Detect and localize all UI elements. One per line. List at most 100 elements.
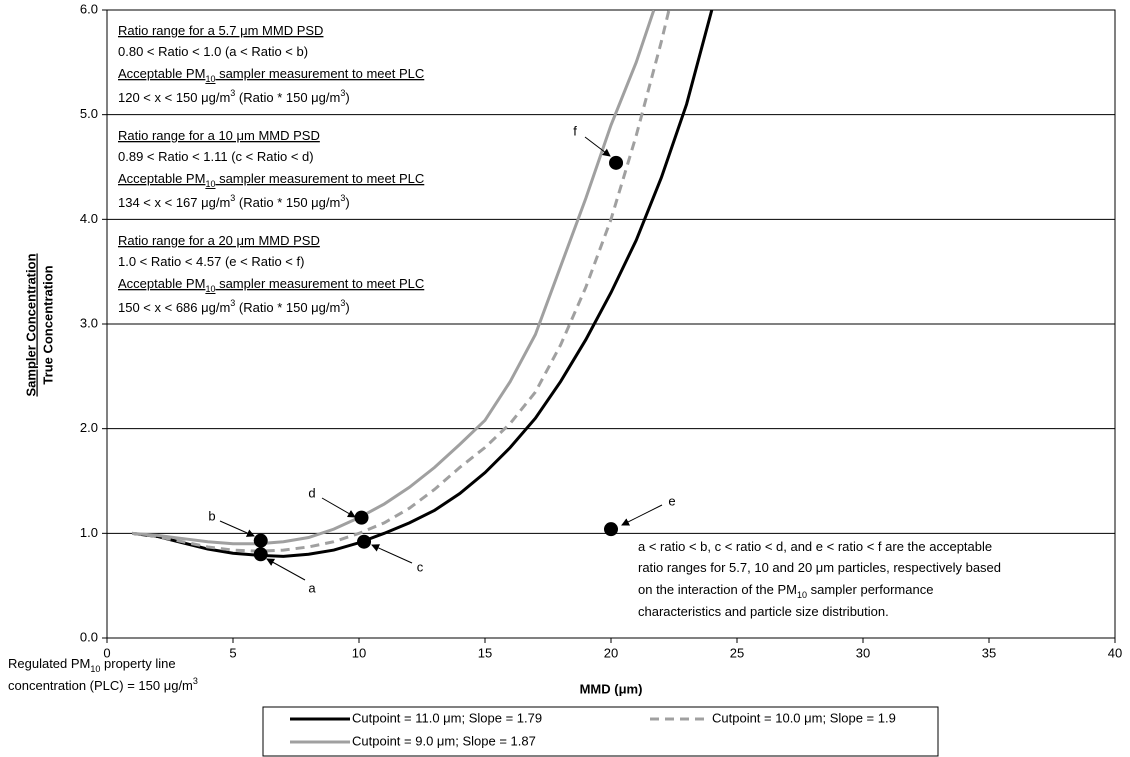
annotation-text: 120 < x < 150 μg/m bbox=[118, 90, 230, 105]
annotation-text: 3 bbox=[230, 193, 235, 203]
y-tick-label: 5.0 bbox=[80, 106, 98, 121]
annotation-text: 10 bbox=[205, 179, 215, 189]
annotation-text: concentration (PLC) = 150 μg/m bbox=[8, 678, 193, 693]
x-tick-label: 0 bbox=[103, 645, 110, 660]
annotation-text: Ratio range for a 20 μm MMD PSD bbox=[118, 233, 320, 248]
y-tick-label: 1.0 bbox=[80, 525, 98, 540]
annotation-text: 3 bbox=[230, 88, 235, 98]
annotation-text: property line bbox=[100, 656, 175, 671]
point-arrow bbox=[219, 520, 255, 537]
annotation-text: Ratio range for a 5.7 μm MMD PSD bbox=[118, 23, 323, 38]
annotation-text: Ratio range for a 10 μm MMD PSD bbox=[118, 128, 320, 143]
x-axis-label: MMD (μm) bbox=[580, 681, 643, 696]
annotation-text: ) bbox=[345, 300, 349, 315]
annotation-line: ratio ranges for 5.7, 10 and 20 μm parti… bbox=[638, 560, 1001, 575]
annotation-line: Ratio range for a 20 μm MMD PSD bbox=[118, 233, 320, 248]
y-tick-label: 0.0 bbox=[80, 629, 98, 644]
annotation-line: Acceptable PM10 sampler measurement to m… bbox=[118, 66, 424, 84]
plot-area bbox=[106, 9, 1116, 639]
annotation-text: 3 bbox=[230, 298, 235, 308]
point-label: f bbox=[573, 123, 577, 138]
annotation-text: 150 < x < 686 μg/m bbox=[118, 300, 230, 315]
x-tick-label: 10 bbox=[352, 645, 366, 660]
annotation-text: sampler performance bbox=[807, 582, 933, 597]
data-point bbox=[253, 547, 268, 562]
legend-label: Cutpoint = 11.0 μm; Slope = 1.79 bbox=[352, 710, 542, 725]
y-axis-label-line: Sampler Concentration bbox=[23, 253, 38, 396]
x-tick-label: 40 bbox=[1108, 645, 1122, 660]
annotation-text: (Ratio * 150 μg/m bbox=[235, 300, 340, 315]
point-arrow bbox=[321, 497, 356, 518]
annotation-text: sampler measurement to meet PLC bbox=[215, 66, 424, 81]
x-tick-label: 35 bbox=[982, 645, 996, 660]
point-arrow bbox=[266, 558, 306, 581]
point-label: d bbox=[308, 485, 315, 500]
annotation-line: concentration (PLC) = 150 μg/m3 bbox=[8, 676, 198, 693]
annotation-text: 3 bbox=[340, 298, 345, 308]
point-arrow bbox=[371, 544, 413, 564]
annotation-text: Acceptable PM bbox=[118, 276, 205, 291]
y-axis-label: Sampler Concentration True Concentration bbox=[23, 253, 55, 396]
annotation-line: 0.80 < Ratio < 1.0 (a < Ratio < b) bbox=[118, 44, 308, 59]
legend-label: Cutpoint = 9.0 μm; Slope = 1.87 bbox=[352, 733, 536, 748]
annotation-text: 1.0 < Ratio < 4.57 (e < Ratio < f) bbox=[118, 254, 304, 269]
y-axis-label-line: True Concentration bbox=[40, 265, 55, 384]
annotation-line: Ratio range for a 5.7 μm MMD PSD bbox=[118, 23, 323, 38]
annotation-line: 150 < x < 686 μg/m3 (Ratio * 150 μg/m3) bbox=[118, 298, 350, 315]
y-tick-label: 3.0 bbox=[80, 315, 98, 330]
point-arrow bbox=[584, 136, 611, 157]
y-tick-label: 6.0 bbox=[80, 1, 98, 16]
point-label: b bbox=[208, 508, 215, 523]
point-label: e bbox=[668, 493, 675, 508]
x-tick-label: 20 bbox=[604, 645, 618, 660]
annotation-line: Regulated PM10 property line bbox=[8, 656, 176, 674]
y-tick-label: 2.0 bbox=[80, 420, 98, 435]
annotation-line: Acceptable PM10 sampler measurement to m… bbox=[118, 276, 424, 294]
annotation-text: characteristics and particle size distri… bbox=[638, 604, 889, 619]
annotation-text: 0.89 < Ratio < 1.11 (c < Ratio < d) bbox=[118, 149, 314, 164]
data-point bbox=[604, 522, 618, 537]
annotation-text: ratio ranges for 5.7, 10 and 20 μm parti… bbox=[638, 560, 1001, 575]
annotation-line: 120 < x < 150 μg/m3 (Ratio * 150 μg/m3) bbox=[118, 88, 350, 105]
annotation-text: sampler measurement to meet PLC bbox=[215, 276, 424, 291]
annotation-text: sampler measurement to meet PLC bbox=[215, 171, 424, 186]
series-line bbox=[132, 10, 671, 553]
annotation-text: 0.80 < Ratio < 1.0 (a < Ratio < b) bbox=[118, 44, 308, 59]
annotation-text: 134 < x < 167 μg/m bbox=[118, 195, 230, 210]
annotation-text: ) bbox=[345, 195, 349, 210]
annotation-line: characteristics and particle size distri… bbox=[638, 604, 889, 619]
x-tick-label: 5 bbox=[229, 645, 236, 660]
annotation-text: 10 bbox=[90, 664, 100, 674]
annotation-text: 3 bbox=[193, 676, 198, 686]
point-arrow bbox=[621, 504, 663, 526]
data-point bbox=[357, 534, 372, 549]
annotation-text: on the interaction of the PM bbox=[638, 582, 797, 597]
data-point bbox=[609, 155, 624, 170]
y-tick-label: 4.0 bbox=[80, 211, 98, 226]
annotation-line: 134 < x < 167 μg/m3 (Ratio * 150 μg/m3) bbox=[118, 193, 350, 210]
x-tick-label: 25 bbox=[730, 645, 744, 660]
annotation-text: ) bbox=[345, 90, 349, 105]
annotation-text: a < ratio < b, c < ratio < d, and e < ra… bbox=[638, 539, 992, 554]
x-tick-label: 30 bbox=[856, 645, 870, 660]
annotation-text: 3 bbox=[340, 88, 345, 98]
x-tick-label: 15 bbox=[478, 645, 492, 660]
annotation-text: 10 bbox=[797, 590, 807, 600]
annotation-line: 1.0 < Ratio < 4.57 (e < Ratio < f) bbox=[118, 254, 304, 269]
annotation-line: Ratio range for a 10 μm MMD PSD bbox=[118, 128, 320, 143]
point-label: a bbox=[308, 580, 316, 595]
annotation-text: 10 bbox=[205, 284, 215, 294]
annotation-text: (Ratio * 150 μg/m bbox=[235, 90, 340, 105]
data-point bbox=[354, 510, 369, 525]
annotation-line: on the interaction of the PM10 sampler p… bbox=[638, 582, 933, 600]
point-label: c bbox=[417, 559, 424, 574]
annotation-text: (Ratio * 150 μg/m bbox=[235, 195, 340, 210]
annotation-text: Acceptable PM bbox=[118, 171, 205, 186]
annotation-line: a < ratio < b, c < ratio < d, and e < ra… bbox=[638, 539, 992, 554]
legend-label: Cutpoint = 10.0 μm; Slope = 1.9 bbox=[712, 710, 896, 725]
annotation-text: 3 bbox=[340, 193, 345, 203]
annotation-line: 0.89 < Ratio < 1.11 (c < Ratio < d) bbox=[118, 149, 314, 164]
series-line bbox=[132, 10, 714, 558]
series-line bbox=[132, 10, 656, 546]
